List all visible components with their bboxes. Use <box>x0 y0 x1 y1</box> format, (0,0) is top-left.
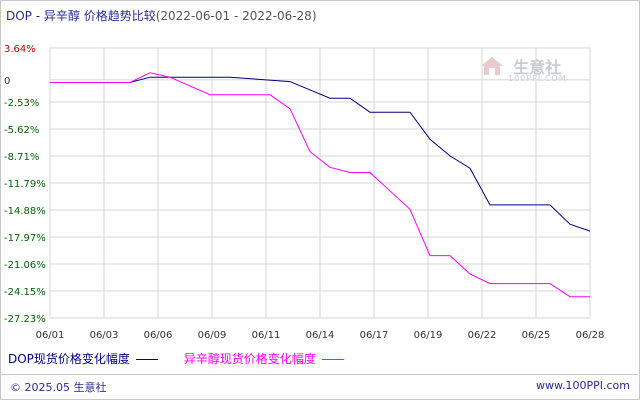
legend-item-octanol: 异辛醇现货价格变化幅度 <box>184 350 344 367</box>
series-lines <box>50 72 591 298</box>
x-tick-label: 06/09 <box>198 330 227 341</box>
watermark: 生意社 100PPI.COM <box>480 54 566 83</box>
x-tick-label: 06/11 <box>252 330 281 341</box>
x-tick-label: 06/17 <box>360 330 389 341</box>
y-tick-label: -24.15% <box>4 287 46 298</box>
legend-label-octanol: 异辛醇现货价格变化幅度 <box>183 352 316 366</box>
copyright-text: © 2025.05 生意社 <box>10 381 107 394</box>
x-tick-label: 06/01 <box>36 330 65 341</box>
legend-item-dop: DOP现货价格变化幅度 <box>8 350 158 367</box>
x-tick-label: 06/03 <box>90 330 119 341</box>
x-tick-label: 06/22 <box>468 330 497 341</box>
x-tick-label: 06/14 <box>306 330 335 341</box>
y-tick-label: -11.79% <box>4 179 46 190</box>
x-tick-label: 06/28 <box>576 330 605 341</box>
y-tick-label: -2.53% <box>4 98 39 109</box>
chart-grid <box>49 47 591 319</box>
x-tick-label: 06/25 <box>522 330 551 341</box>
y-tick-label: -5.62% <box>4 125 39 136</box>
line-chart: 3.64% 0 -2.53% -5.62% -8.71% -11.79% -14.88% -1… <box>4 44 605 341</box>
legend-label-dop: DOP现货价格变化幅度 <box>8 352 130 366</box>
title-date-range: (2022-06-01 - 2022-06-28) <box>155 9 317 23</box>
title-text: DOP - 异辛醇 价格趋势比较 <box>6 9 156 23</box>
y-tick-label: -21.06% <box>4 260 46 271</box>
y-tick-label: -17.97% <box>4 233 46 244</box>
legend: DOP现货价格变化幅度 异辛醇现货价格变化幅度 <box>8 350 366 367</box>
y-tick-label: -27.23% <box>4 314 46 325</box>
series-line-octanol <box>50 72 590 298</box>
y-tick-label: -14.88% <box>4 206 46 217</box>
house-logo-icon <box>481 57 503 75</box>
x-axis-ticks: 06/01 06/03 06/06 06/09 06/11 06/14 06/17 06/19… <box>36 330 605 341</box>
watermark-brand: 生意社 <box>513 58 562 77</box>
watermark-url: 100PPI.COM <box>508 74 567 83</box>
y-tick-label: -8.71% <box>4 152 39 163</box>
y-tick-label: 0 <box>4 76 10 87</box>
series-line-dop <box>50 76 591 232</box>
legend-swatch-octanol <box>321 359 344 360</box>
x-tick-label: 06/06 <box>144 330 173 341</box>
legend-swatch-dop <box>135 359 158 360</box>
x-tick-label: 06/19 <box>414 330 443 341</box>
y-axis-ticks: 3.64% 0 -2.53% -5.62% -8.71% -11.79% -14.88% -1… <box>4 44 46 325</box>
footer-divider <box>0 374 638 375</box>
y-tick-label: 3.64% <box>4 44 36 55</box>
chart-title: DOP - 异辛醇 价格趋势比较(2022-06-01 - 2022-06-28… <box>6 7 317 24</box>
site-link[interactable]: www.100PPI.com <box>536 379 630 392</box>
